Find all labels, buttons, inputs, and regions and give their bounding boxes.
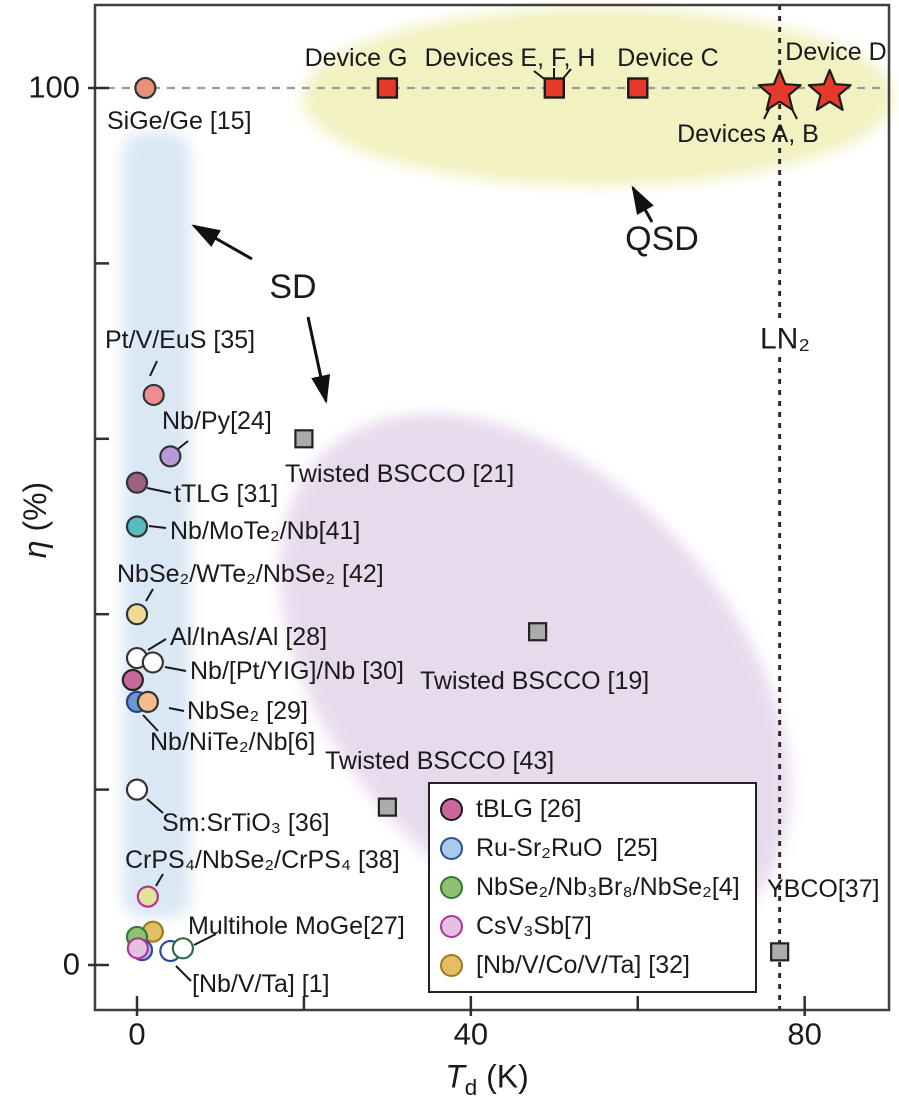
nb-pt-yig-nb-30	[141, 651, 164, 674]
qsd-region-ellipse	[302, 8, 894, 186]
nb-v-ta-1-label: [Nb/V/Ta] [1]	[192, 969, 330, 998]
al-inas-al-28-label: Al/InAs/Al [28]	[170, 622, 328, 651]
sige-ge-15-label: SiGe/Ge [15]	[107, 106, 252, 135]
legend-csv3sb: CsV₃Sb[7]	[440, 912, 745, 941]
legend-nb-v-co-v-ta: [Nb/V/Co/V/Ta] [32]	[440, 951, 745, 980]
pt-v-eus-35-connector	[149, 360, 158, 377]
x-tick-label-80: 80	[787, 1016, 822, 1052]
ttlg-31-connector	[146, 487, 172, 494]
sm-srtio3-36	[125, 778, 149, 801]
pt-v-eus-35-label: Pt/V/EuS [35]	[105, 325, 256, 354]
legend-nbse2-nb3br8-nbse2-marker-icon	[440, 876, 463, 899]
twisted-bscco-19-label: Twisted BSCCO [19]	[420, 666, 650, 695]
nb-nite2-nb-6-connector	[142, 714, 159, 732]
nbse2-wte2-nbse2-42	[125, 603, 149, 626]
qsd-label: QSD	[625, 220, 699, 259]
nb-mote2-nb-41	[125, 515, 149, 538]
ybco-37	[770, 942, 790, 962]
nb-v-ta-1-connector	[175, 965, 192, 982]
ybco-37-label: YBCO[37]	[767, 874, 880, 903]
crps4-nbse2-crps4-38-label: CrPS₄/NbSe₂/CrPS₄ [38]	[125, 845, 400, 874]
legend-csv3sb-marker-icon	[440, 915, 463, 938]
legend: tBLG [26] Ru-Sr₂RuO [25] NbSe₂/Nb₃Br₈/NbSe…	[428, 782, 757, 993]
nb-pt-yig-nb-30-label: Nb/[Pt/YIG]/Nb [30]	[190, 656, 404, 685]
nb-mote2-nb-41-label: Nb/MoTe₂/Nb[41]	[170, 516, 361, 545]
nb-py-24-connector	[177, 440, 189, 450]
ttlg-31	[125, 471, 149, 494]
nb-py-24-label: Nb/Py[24]	[162, 406, 272, 435]
y-axis-title: η (%)	[17, 481, 54, 559]
x-tick-label-40: 40	[453, 1016, 489, 1052]
qsd-arrow	[631, 185, 654, 223]
multihole-moge-27	[171, 937, 195, 960]
pt-v-eus-35	[142, 383, 165, 407]
legend-nbse2-nb3br8-nbse2-label: NbSe₂/Nb₃Br₈/NbSe₂[4]	[476, 873, 740, 901]
x-tick-label-0: 0	[128, 1016, 146, 1052]
legend-nb-v-co-v-ta-marker-icon	[440, 954, 463, 977]
sd-label: SD	[269, 268, 317, 307]
nb-mote2-nb-41-connector	[148, 525, 167, 529]
sm-srtio3-36-label: Sm:SrTiO₃ [36]	[162, 808, 330, 837]
twisted-bscco-21-label: Twisted BSCCO [21]	[285, 459, 515, 488]
device-g	[376, 77, 399, 99]
sd-arrow-left	[191, 224, 253, 261]
nbse2-29	[136, 690, 159, 714]
twisted-bscco-43-label: Twisted BSCCO [43]	[325, 746, 555, 775]
devices-e-f-h-label: Devices E, F, H	[424, 43, 596, 72]
legend-tblg: tBLG [26]	[440, 795, 745, 824]
legend-nbse2-nb3br8-nbse2: NbSe₂/Nb₃Br₈/NbSe₂[4]	[440, 873, 745, 902]
devices-a-b	[757, 68, 802, 111]
device-c-label: Device C	[617, 43, 719, 72]
legend-ru-sr2ruo-label: Ru-Sr₂RuO [25]	[476, 834, 658, 862]
sm-srtio3-36-connector	[146, 798, 164, 814]
devices-a-b-label: Devices A, B	[677, 119, 819, 148]
legend-csv3sb-label: CsV₃Sb[7]	[476, 912, 592, 940]
al-inas-al-28-connector	[147, 638, 167, 651]
nbse2-29-connector	[168, 707, 185, 712]
devices-e-f-h	[543, 77, 565, 99]
nb-pt-yig-nb-30-connector	[164, 666, 187, 672]
sige-ge-15	[134, 76, 157, 100]
ln2-label: LN₂	[755, 322, 815, 356]
twisted-bscco-43	[377, 797, 397, 817]
legend-nb-v-co-v-ta-label: [Nb/V/Co/V/Ta] [32]	[476, 951, 690, 979]
device-c	[627, 77, 649, 99]
x-axis-title: Td (K)	[445, 1058, 529, 1100]
ttlg-31-label: tTLG [31]	[174, 479, 279, 508]
multihole-moge-27-connector	[193, 933, 217, 946]
twisted-bscco-19	[528, 622, 548, 642]
nbse2-wte2-nbse2-42-connector	[145, 588, 154, 602]
device-d-label: Device D	[785, 37, 887, 66]
nbse2-29-label: NbSe₂ [29]	[187, 696, 308, 725]
sd-arrow-right	[306, 316, 331, 404]
nb-nite2-nb-6-label: Nb/NiTe₂/Nb[6]	[150, 727, 316, 756]
legend-tblg-label: tBLG [26]	[476, 795, 582, 823]
multihole-moge-27-label: Multihole MoGe[27]	[188, 911, 405, 940]
nbse2-wte2-nbse2-42-label: NbSe₂/WTe₂/NbSe₂ [42]	[117, 559, 384, 588]
sd-region-band	[122, 132, 191, 918]
device-g-label: Device G	[304, 43, 408, 72]
y-tick-label-100: 100	[28, 69, 80, 105]
plot-spines	[93, 3, 891, 1012]
csv3sb-7	[126, 937, 149, 960]
legend-tblg-marker-icon	[440, 798, 463, 821]
crps4-nbse2-crps4-38-connector	[155, 873, 164, 887]
device-d	[807, 68, 852, 111]
legend-ru-sr2ruo: Ru-Sr₂RuO [25]	[440, 834, 745, 863]
y-tick-label-0: 0	[62, 946, 80, 982]
nb-py-24	[159, 445, 182, 468]
twisted-bscco-21	[294, 429, 314, 449]
tblg-26	[121, 668, 144, 692]
legend-ru-sr2ruo-marker-icon	[440, 837, 463, 860]
crps4-nbse2-crps4-38	[136, 885, 159, 908]
